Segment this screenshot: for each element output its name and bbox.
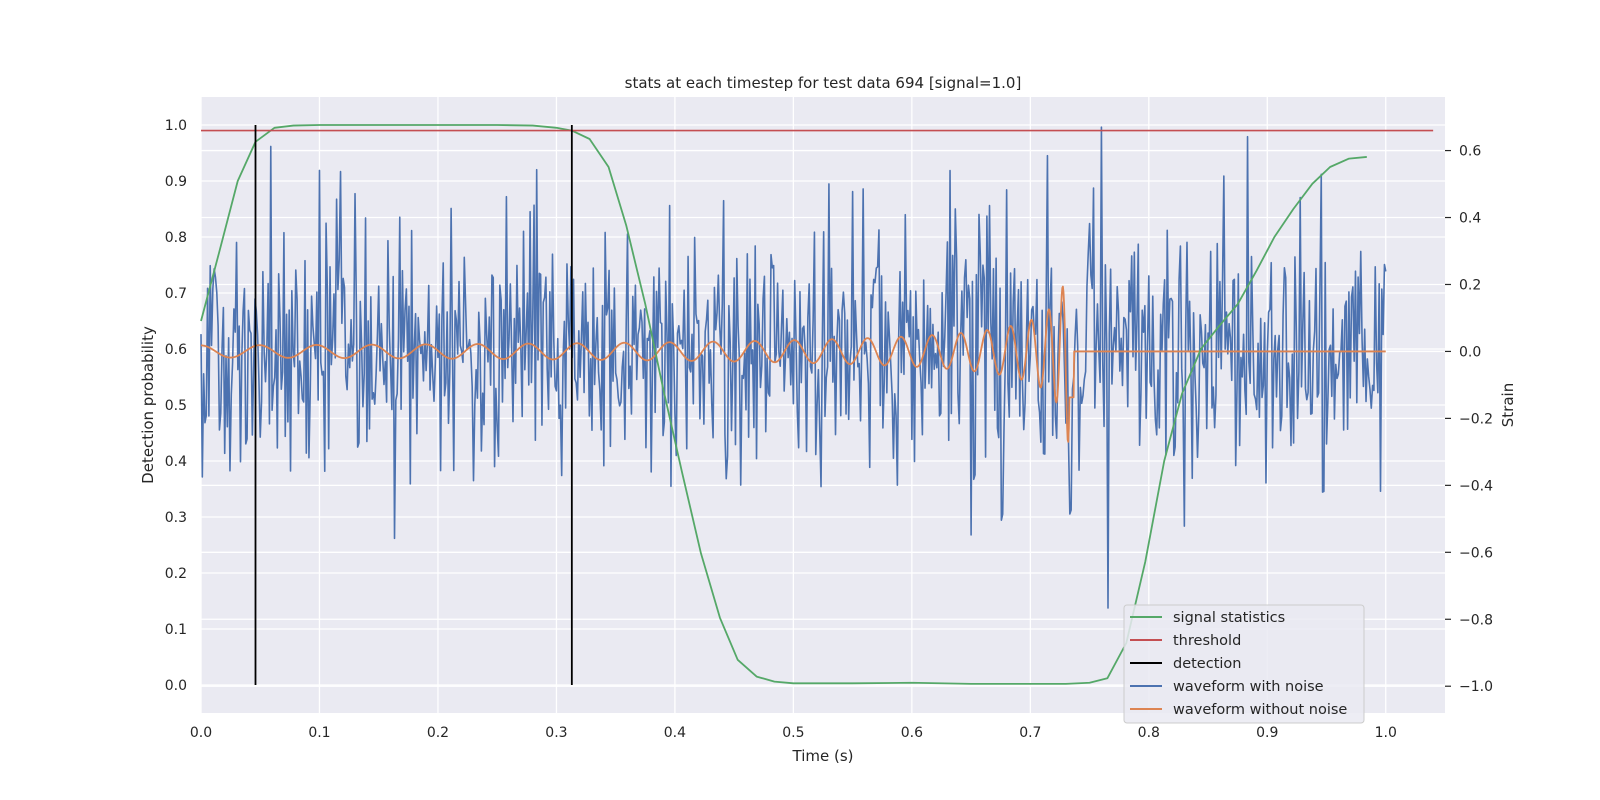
y-tick-label: 0.7: [165, 286, 187, 302]
signal-statistics-line: [200, 124, 1367, 685]
x-tick-label: 0.1: [308, 725, 330, 741]
y2-tick-label: −0.8: [1459, 612, 1493, 628]
x-axis-label: Time (s): [792, 747, 854, 765]
x-tick-label: 1.0: [1375, 725, 1397, 741]
y2-tick-label: 0.2: [1459, 277, 1481, 293]
y2-tick-label: −1.0: [1459, 679, 1493, 695]
chart-title: stats at each timestep for test data 694…: [625, 74, 1022, 92]
x-tick-label: 0.9: [1256, 725, 1278, 741]
y-tick-label: 0.0: [165, 678, 187, 694]
x-tick-label: 0.0: [190, 725, 212, 741]
waveform-without-noise-line: [200, 285, 1387, 443]
y-tick-label: 0.2: [165, 566, 187, 582]
y2-tick-label: −0.4: [1459, 478, 1493, 494]
detection-lines: [254, 125, 573, 685]
y-tick-label: 0.5: [165, 398, 187, 414]
x-tick-label: 0.4: [664, 725, 686, 741]
y2-tick-label: −0.6: [1459, 545, 1493, 561]
y-tick-label: 0.4: [165, 454, 187, 470]
y-tick-label: 0.3: [165, 510, 187, 526]
legend-box: [1123, 604, 1365, 724]
legend-label-waveform-without-noise: waveform without noise: [1173, 702, 1347, 718]
x-tick-label: 0.8: [1138, 725, 1160, 741]
legend-label-threshold: threshold: [1173, 633, 1241, 649]
legend-label-signal-statistics: signal statistics: [1173, 610, 1285, 626]
legend: signal statistics threshold detection wa…: [1123, 604, 1365, 724]
y-tick-label: 0.9: [165, 174, 187, 190]
y-tick-label: 0.8: [165, 230, 187, 246]
x-tick-label: 0.5: [782, 725, 804, 741]
x-tick-label: 0.7: [1019, 725, 1041, 741]
signal-statistics: [200, 124, 1367, 685]
x-tick-label: 0.6: [901, 725, 923, 741]
y2-axis-label: Strain: [1499, 383, 1517, 427]
y2-tick-label: 0.0: [1459, 344, 1481, 360]
y-axis-label: Detection probability: [139, 326, 157, 484]
x-tick-label: 0.3: [545, 725, 567, 741]
y-tick-label: 1.0: [165, 118, 187, 134]
waveform-without-noise: [200, 285, 1387, 443]
legend-label-detection: detection: [1173, 656, 1241, 672]
legend-label-waveform-with-noise: waveform with noise: [1173, 679, 1324, 695]
y-tick-label: 0.6: [165, 342, 187, 358]
axis-ticks: 0.0 0.1 0.2 0.3 0.4 0.5 0.6 0.7 0.8 0.9 1.0 0.0 0.1 0…: [165, 118, 1493, 741]
y-tick-label: 0.1: [165, 622, 187, 638]
y2-tick-label: 0.4: [1459, 211, 1481, 227]
x-tick-label: 0.2: [427, 725, 449, 741]
y2-tick-label: 0.6: [1459, 144, 1481, 160]
y2-tick-label: −0.2: [1459, 411, 1493, 427]
